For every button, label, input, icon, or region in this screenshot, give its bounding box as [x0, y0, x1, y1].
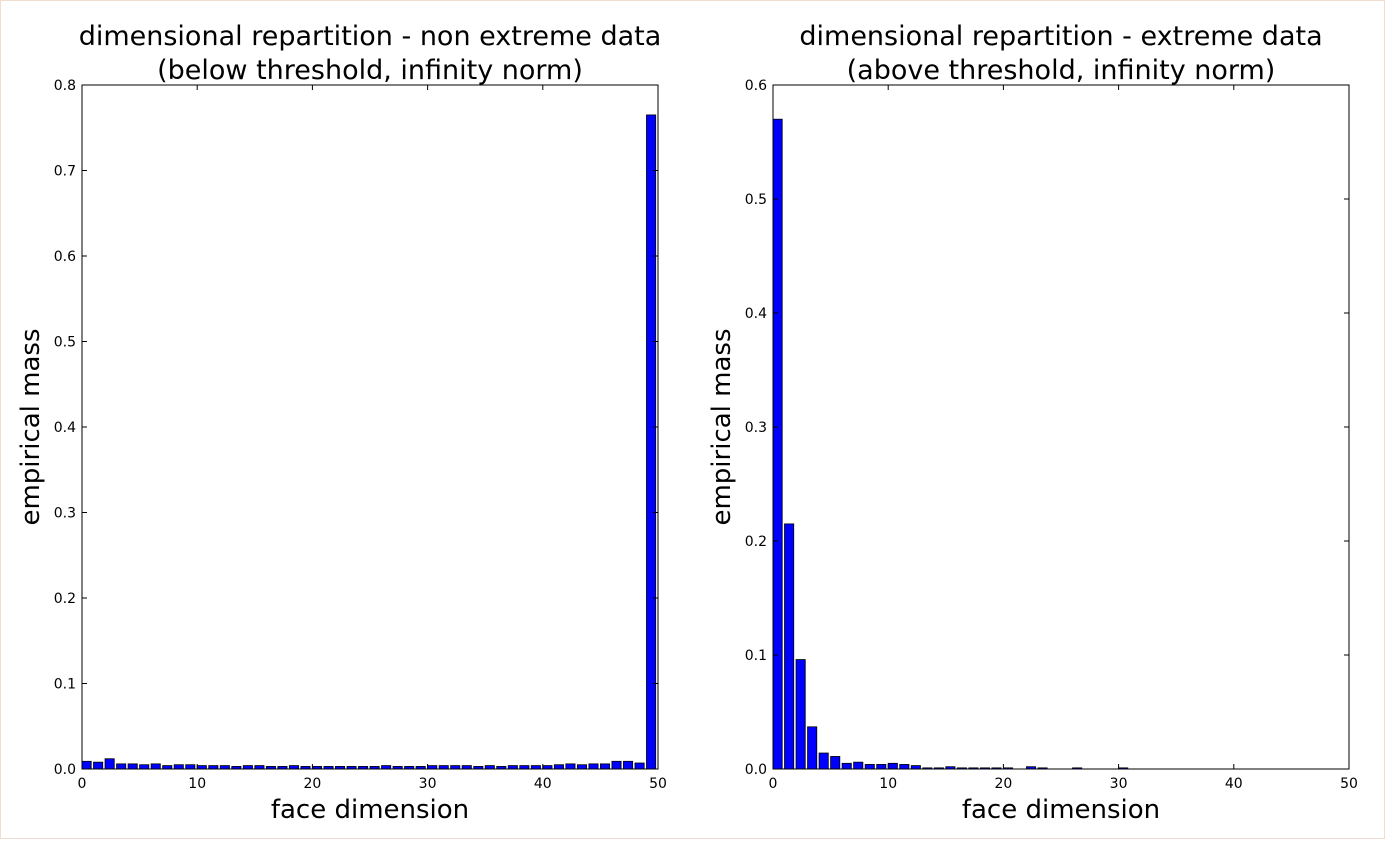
bar-9: [185, 764, 196, 770]
y-tick-label: 0.3: [54, 506, 76, 522]
bar-35: [484, 765, 495, 770]
y-tick-label: 0.6: [745, 78, 767, 94]
bar-48: [634, 762, 645, 770]
bar-1: [93, 761, 104, 770]
y-tick-label: 0.0: [745, 762, 767, 778]
plot-frame: [772, 84, 1350, 770]
bar-5: [830, 756, 841, 770]
y-tick-label: 0.2: [745, 534, 767, 550]
chart-panel-1: dimensional repartition - non extreme da…: [16, 21, 667, 825]
bar-3: [116, 763, 127, 770]
y-tick-label: 0.1: [54, 677, 76, 693]
bar-10: [887, 762, 898, 770]
x-tick-label: 30: [419, 776, 437, 792]
y-tick-label: 0.4: [745, 306, 767, 322]
x-tick-label: 30: [1110, 776, 1128, 792]
bar-49: [646, 114, 657, 770]
plot-frame: [81, 84, 659, 770]
bar-41: [553, 764, 564, 770]
y-tick-label: 0.1: [745, 648, 767, 664]
bar-1: [784, 523, 795, 770]
x-tick-label: 0: [78, 776, 87, 792]
bar-12: [910, 765, 921, 770]
y-axis-label: empirical mass: [16, 328, 46, 525]
x-tick-label: 20: [994, 776, 1012, 792]
bar-46: [611, 760, 622, 770]
x-tick-label: 10: [879, 776, 897, 792]
y-tick-label: 0.7: [54, 164, 76, 180]
x-tick-label: 10: [188, 776, 206, 792]
bar-8: [173, 764, 184, 770]
bar-15: [254, 765, 265, 770]
bar-4: [127, 763, 138, 770]
bar-5: [139, 764, 150, 770]
bar-7: [853, 761, 864, 770]
bar-33: [461, 765, 472, 770]
y-tick-label: 0.2: [54, 591, 76, 607]
bar-38: [519, 765, 530, 770]
bar-30: [427, 765, 438, 770]
x-tick-label: 50: [1340, 776, 1358, 792]
bar-32: [450, 765, 461, 770]
y-tick-label: 0.5: [745, 192, 767, 208]
bar-4: [818, 752, 829, 770]
chart-subtitle: (above threshold, infinity norm): [847, 55, 1276, 86]
bar-7: [162, 765, 173, 770]
chart-panel-2: dimensional repartition - extreme data(a…: [707, 21, 1358, 825]
bar-6: [841, 762, 852, 770]
bar-10: [196, 765, 207, 770]
bar-31: [438, 765, 449, 770]
y-tick-label: 0.0: [54, 762, 76, 778]
bar-12: [219, 765, 230, 770]
x-tick-label: 0: [769, 776, 778, 792]
y-tick-label: 0.5: [54, 335, 76, 351]
y-tick-label: 0.3: [745, 420, 767, 436]
chart-subtitle: (below threshold, infinity norm): [157, 55, 583, 86]
bar-37: [507, 765, 518, 770]
bar-43: [576, 764, 587, 770]
bar-2: [795, 659, 806, 770]
x-axis-label: face dimension: [271, 795, 469, 825]
bar-8: [864, 764, 875, 770]
bar-11: [899, 764, 910, 770]
bar-9: [876, 764, 887, 770]
chart-title: dimensional repartition - extreme data: [799, 21, 1322, 52]
bar-47: [623, 760, 634, 770]
bar-40: [542, 765, 553, 770]
bar-3: [807, 726, 818, 770]
bar-6: [150, 763, 161, 770]
bar-2: [104, 758, 115, 770]
x-tick-label: 40: [1225, 776, 1243, 792]
bar-18: [288, 765, 299, 770]
bar-45: [600, 763, 611, 770]
chart-title: dimensional repartition - non extreme da…: [79, 21, 662, 52]
bar-26: [381, 765, 392, 770]
x-tick-label: 20: [303, 776, 321, 792]
bar-42: [565, 763, 576, 770]
x-tick-label: 40: [534, 776, 552, 792]
y-tick-label: 0.6: [54, 249, 76, 265]
x-tick-label: 50: [649, 776, 667, 792]
y-tick-label: 0.8: [54, 78, 76, 94]
bar-14: [242, 765, 253, 770]
bar-39: [530, 765, 541, 770]
y-tick-label: 0.4: [54, 420, 76, 436]
bar-0: [772, 118, 783, 770]
bar-0: [81, 760, 92, 770]
y-axis-label: empirical mass: [707, 328, 737, 525]
bar-44: [588, 763, 599, 770]
x-axis-label: face dimension: [962, 795, 1160, 825]
bar-11: [208, 765, 219, 770]
